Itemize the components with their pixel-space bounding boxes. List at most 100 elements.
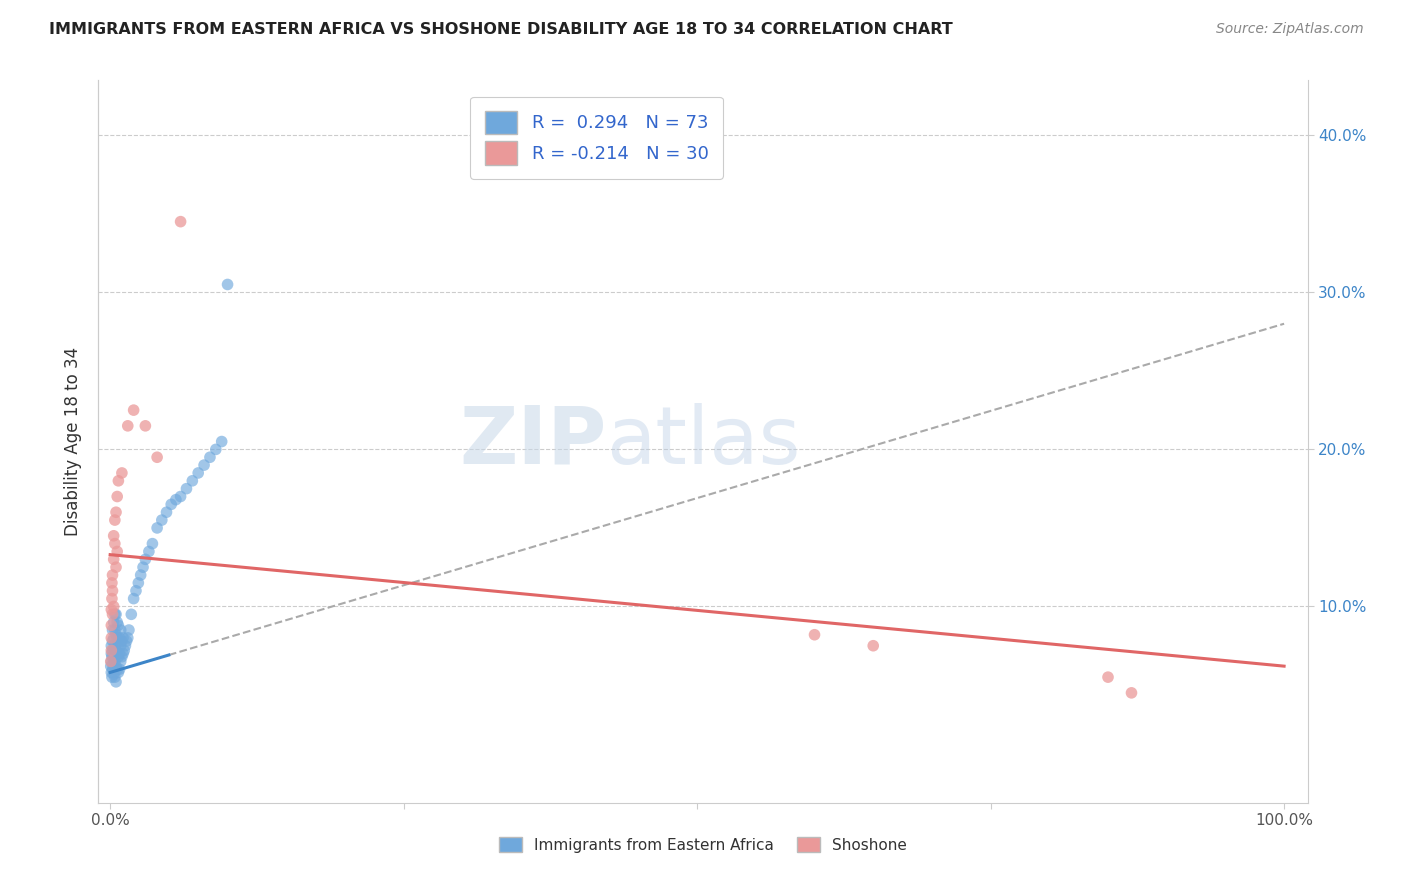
Point xyxy=(117,631,139,645)
Point xyxy=(100,655,122,669)
Point xyxy=(217,277,239,292)
Point xyxy=(146,450,169,465)
Point xyxy=(104,639,127,653)
Point xyxy=(103,599,125,614)
Point xyxy=(112,647,135,661)
Point xyxy=(100,639,122,653)
Point xyxy=(111,466,134,480)
Point xyxy=(105,631,128,645)
Point xyxy=(150,513,173,527)
Point xyxy=(101,583,124,598)
Point xyxy=(1097,670,1119,684)
Point xyxy=(187,466,209,480)
Point xyxy=(165,492,187,507)
Point xyxy=(100,631,122,645)
Point xyxy=(204,442,226,457)
Point xyxy=(100,655,122,669)
Point xyxy=(101,670,124,684)
Point xyxy=(103,651,125,665)
Point xyxy=(111,634,134,648)
Point xyxy=(105,662,128,676)
Point xyxy=(101,643,124,657)
Point xyxy=(862,639,884,653)
Point xyxy=(107,634,129,648)
Point xyxy=(101,657,124,672)
Text: Source: ZipAtlas.com: Source: ZipAtlas.com xyxy=(1216,22,1364,37)
Point xyxy=(118,623,141,637)
Point xyxy=(110,655,132,669)
Point xyxy=(105,615,128,630)
Point xyxy=(108,631,131,645)
Point xyxy=(115,634,138,648)
Point xyxy=(181,474,204,488)
Point xyxy=(103,529,125,543)
Point xyxy=(105,505,128,519)
Text: ZIP: ZIP xyxy=(458,402,606,481)
Point xyxy=(105,647,128,661)
Point xyxy=(101,607,124,622)
Point xyxy=(100,618,122,632)
Point xyxy=(104,655,127,669)
Point xyxy=(117,418,139,433)
Point xyxy=(155,505,177,519)
Point xyxy=(103,631,125,645)
Point xyxy=(105,674,128,689)
Point xyxy=(129,568,152,582)
Point xyxy=(105,560,128,574)
Point xyxy=(101,623,124,637)
Point xyxy=(101,634,124,648)
Point xyxy=(101,591,124,606)
Point xyxy=(198,450,221,465)
Point xyxy=(103,552,125,566)
Point xyxy=(193,458,215,472)
Point xyxy=(100,659,122,673)
Point xyxy=(125,583,148,598)
Point xyxy=(104,513,127,527)
Point xyxy=(105,628,128,642)
Point xyxy=(176,482,198,496)
Point xyxy=(105,643,128,657)
Point xyxy=(169,214,191,228)
Point xyxy=(103,641,125,656)
Text: IMMIGRANTS FROM EASTERN AFRICA VS SHOSHONE DISABILITY AGE 18 TO 34 CORRELATION C: IMMIGRANTS FROM EASTERN AFRICA VS SHOSHO… xyxy=(49,22,953,37)
Point xyxy=(107,665,129,680)
Text: atlas: atlas xyxy=(606,402,800,481)
Point xyxy=(103,615,125,630)
Point xyxy=(107,649,129,664)
Point xyxy=(101,568,124,582)
Point xyxy=(111,649,134,664)
Point xyxy=(114,639,136,653)
Point xyxy=(104,536,127,550)
Point xyxy=(101,649,124,664)
Point xyxy=(122,403,145,417)
Point xyxy=(100,602,122,616)
Point xyxy=(146,521,169,535)
Point xyxy=(105,607,128,622)
Point xyxy=(134,552,156,566)
Point xyxy=(105,544,128,558)
Point xyxy=(105,490,128,504)
Point xyxy=(103,667,125,681)
Point xyxy=(104,607,127,622)
Point xyxy=(104,670,127,684)
Point xyxy=(127,575,149,590)
Point xyxy=(1121,686,1143,700)
Point xyxy=(112,631,135,645)
Point xyxy=(138,544,160,558)
Point xyxy=(120,607,142,622)
Point xyxy=(105,659,128,673)
Point xyxy=(104,623,127,637)
Point xyxy=(132,560,155,574)
Point xyxy=(101,662,124,676)
Legend: Immigrants from Eastern Africa, Shoshone: Immigrants from Eastern Africa, Shoshone xyxy=(491,829,915,860)
Point xyxy=(108,662,131,676)
Y-axis label: Disability Age 18 to 34: Disability Age 18 to 34 xyxy=(63,347,82,536)
Point xyxy=(100,665,122,680)
Point xyxy=(112,643,135,657)
Point xyxy=(160,497,183,511)
Point xyxy=(134,418,156,433)
Point xyxy=(108,647,131,661)
Point xyxy=(101,575,124,590)
Point xyxy=(211,434,233,449)
Point xyxy=(110,639,132,653)
